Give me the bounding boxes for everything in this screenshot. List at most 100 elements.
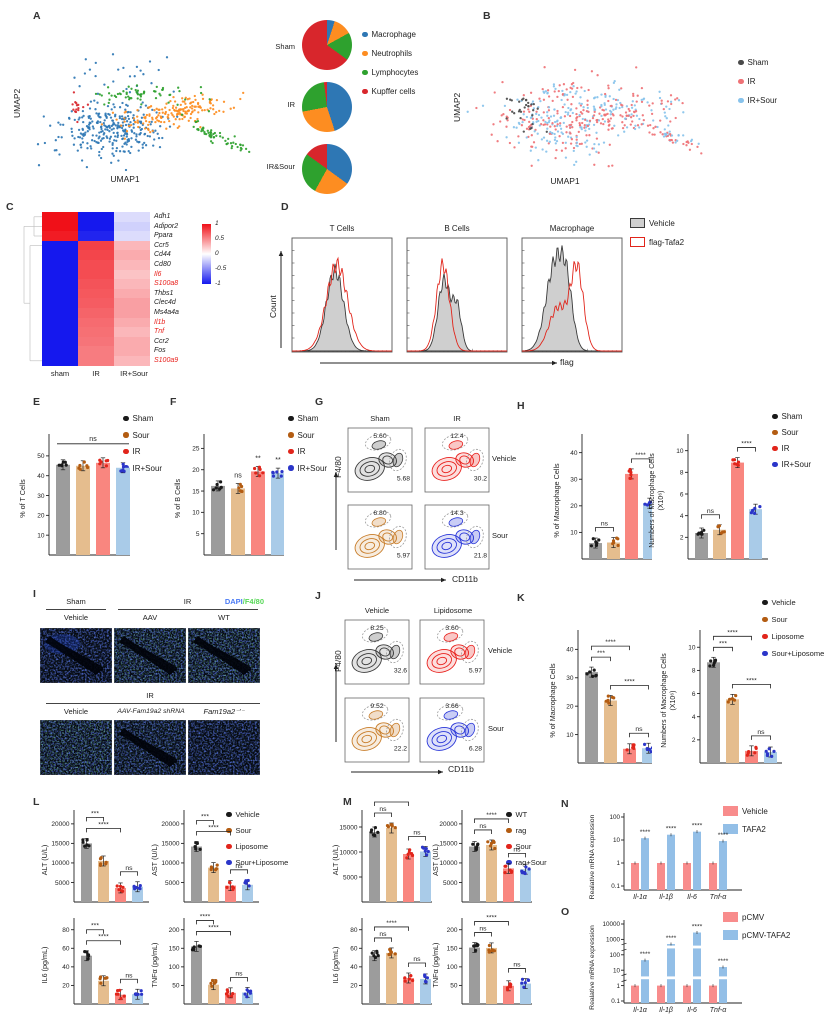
scatter-point <box>110 124 113 128</box>
i-header-ir2: IR <box>146 691 154 700</box>
sig-label: ns <box>235 970 243 977</box>
heatmap-cell <box>114 327 150 337</box>
scatter-point <box>617 134 620 137</box>
scatter-point <box>112 80 115 83</box>
scatter-point <box>191 110 194 113</box>
scatter-point <box>99 116 102 119</box>
legend-label: Lymphocytes <box>371 68 419 77</box>
scatter-point <box>126 138 129 142</box>
scatter-point <box>88 107 92 110</box>
scatter-point <box>660 99 663 102</box>
scatter-point <box>563 103 566 106</box>
scatter-point <box>78 85 81 88</box>
data-dot <box>612 696 616 700</box>
sig-bracket <box>631 458 650 463</box>
bar-series2 <box>641 960 649 1003</box>
scatter-point <box>79 132 83 135</box>
scatter-point <box>547 95 551 98</box>
gate-value: 8.25 <box>370 625 383 632</box>
scatter-point <box>567 106 570 110</box>
scatter-point <box>569 86 572 89</box>
data-dot <box>138 884 142 888</box>
scatter-point <box>219 135 222 138</box>
data-dot <box>753 751 757 755</box>
i-row2-shrna: AAV-Fam19a2 shRNA <box>117 708 185 715</box>
scatter-point <box>125 130 129 133</box>
scatter-point <box>568 114 572 118</box>
heatmap-cell <box>78 212 114 222</box>
legend-marker <box>123 432 129 438</box>
scatter-point <box>669 100 673 103</box>
scatter-point <box>139 93 142 96</box>
scatter-point <box>601 117 604 121</box>
scatter-point <box>108 98 111 101</box>
data-dot <box>254 471 258 475</box>
scatter-point <box>116 131 119 134</box>
scatter-point <box>575 141 579 144</box>
scatter-point <box>93 99 96 102</box>
histogram-frame <box>406 237 508 353</box>
legend-marker <box>738 59 744 66</box>
data-dot <box>647 747 652 751</box>
scatter-point <box>666 100 670 103</box>
scatter-point <box>612 108 615 111</box>
y-tick-label: 40 <box>350 964 358 971</box>
sig-label: ns <box>379 931 387 938</box>
scatter-point <box>620 103 623 106</box>
heatmap-cell <box>114 250 150 261</box>
scatter-point <box>135 90 138 94</box>
scatter-point <box>593 96 597 99</box>
legend-marker <box>723 912 738 922</box>
contour-frame <box>344 619 410 685</box>
scatter-point <box>580 142 583 145</box>
data-dot <box>389 823 393 827</box>
legend-b: Sham IR IR+Sour <box>738 58 777 105</box>
scatter-point <box>554 156 557 160</box>
bar-series2 <box>693 932 701 1003</box>
panel-o-label: O <box>561 906 570 918</box>
umap-a-ylabel: UMAP2 <box>12 88 22 118</box>
data-dot <box>523 871 527 876</box>
scatter-point <box>558 124 562 127</box>
scatter-point <box>70 130 74 134</box>
scatter-point <box>502 113 505 116</box>
scatter-point <box>664 115 667 118</box>
scatter-point <box>565 125 568 128</box>
scatter-point <box>581 117 584 121</box>
scatter-point <box>604 108 608 111</box>
scatter-point <box>122 90 125 93</box>
scatter-point <box>89 117 92 120</box>
scatter-point <box>505 125 508 128</box>
scatter-point <box>529 91 533 94</box>
data-dot <box>629 470 633 474</box>
heatmap-cell <box>42 327 78 337</box>
axis-break-mark <box>621 979 627 982</box>
scatter-point <box>575 160 578 163</box>
scatter-point <box>157 108 160 111</box>
scatter-point <box>663 111 666 114</box>
data-dot <box>226 990 230 994</box>
scatter-point <box>581 121 584 125</box>
bar <box>242 884 253 902</box>
scatter-point <box>91 134 94 137</box>
data-dot <box>192 945 196 949</box>
data-dot <box>490 949 494 953</box>
scatter-point <box>570 83 574 86</box>
scatter-point <box>546 121 549 125</box>
scatter-point <box>125 133 129 136</box>
heatmap-cell <box>78 240 114 251</box>
scatter-point <box>142 91 146 94</box>
scatter-point <box>545 139 549 142</box>
scatter-point <box>651 133 654 136</box>
scatter-point <box>154 120 157 124</box>
scatter-point <box>85 165 89 169</box>
scatter-point <box>139 69 142 72</box>
tafa2-curve <box>522 260 622 352</box>
scatter-point <box>123 117 126 120</box>
scatter-point <box>631 120 634 123</box>
scatter-point <box>178 118 181 121</box>
scatter-point <box>529 149 532 152</box>
scatter-point <box>614 98 618 102</box>
data-dot <box>78 463 82 468</box>
y-tick-label: 20 <box>566 703 574 710</box>
